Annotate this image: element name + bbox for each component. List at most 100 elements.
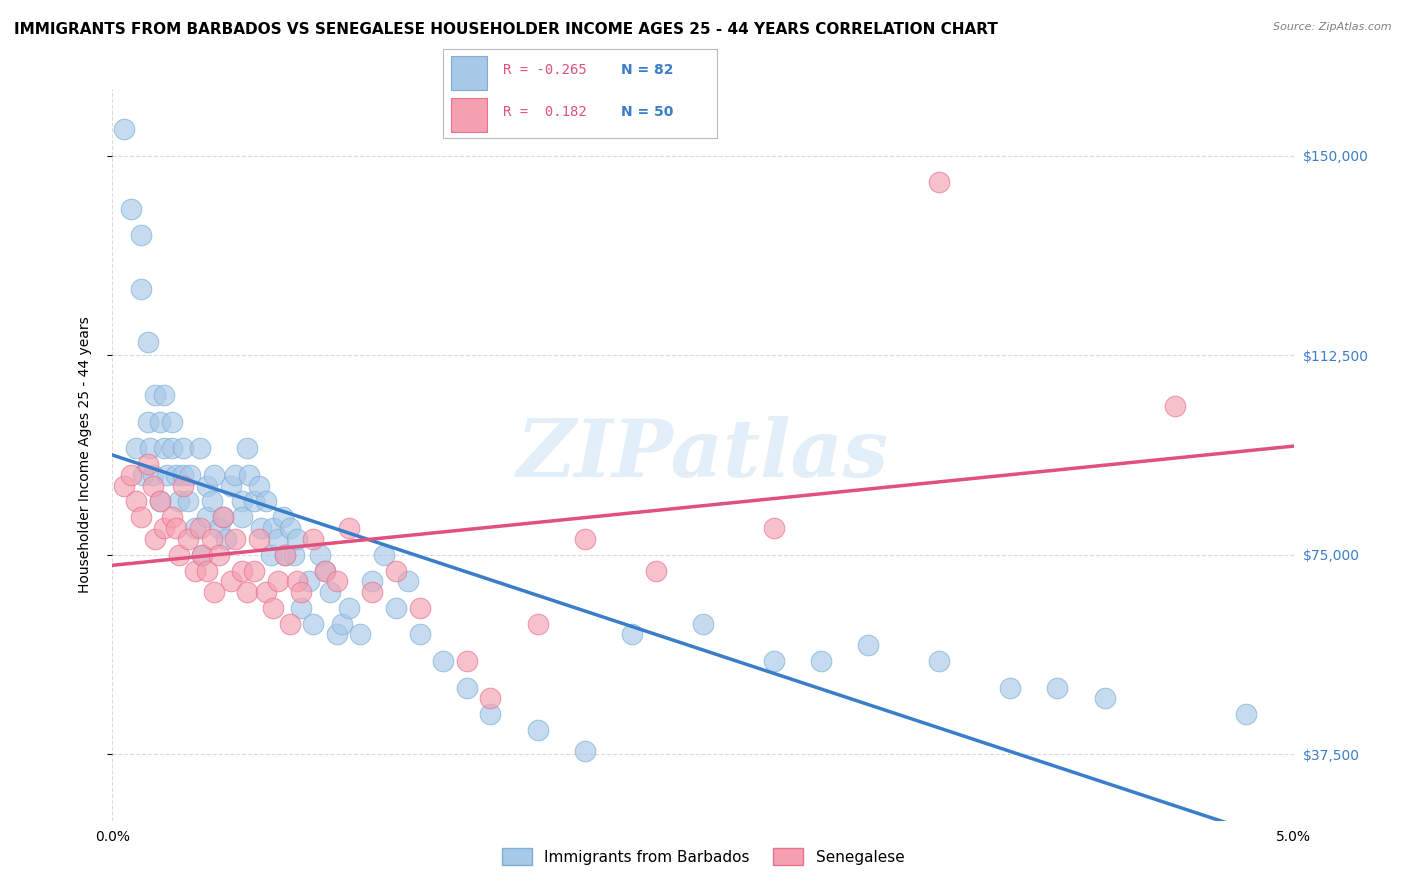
Point — [290, 585, 312, 599]
Point — [195, 510, 218, 524]
Point — [231, 510, 253, 524]
Point — [314, 564, 336, 578]
Text: N = 50: N = 50 — [621, 105, 673, 120]
Point — [143, 532, 166, 546]
Text: N = 82: N = 82 — [621, 63, 673, 78]
Point — [337, 600, 360, 615]
Point — [432, 654, 454, 668]
Point — [212, 510, 235, 524]
Point — [172, 478, 194, 492]
Point — [267, 532, 290, 546]
Point — [1164, 399, 1187, 413]
Point — [215, 532, 238, 546]
Point — [262, 521, 284, 535]
Point — [267, 574, 290, 589]
Point — [262, 600, 284, 615]
Text: R =  0.182: R = 0.182 — [503, 105, 586, 120]
Point — [385, 600, 408, 615]
Point — [201, 532, 224, 546]
Point — [149, 415, 172, 429]
Point — [238, 467, 260, 482]
Point — [396, 574, 419, 589]
Point — [361, 574, 384, 589]
Point — [326, 627, 349, 641]
FancyBboxPatch shape — [451, 56, 486, 90]
Point — [231, 494, 253, 508]
Point — [243, 564, 266, 578]
Point — [526, 723, 548, 738]
Point — [456, 654, 478, 668]
Point — [290, 600, 312, 615]
Point — [132, 467, 155, 482]
Point — [179, 467, 201, 482]
Point — [456, 681, 478, 695]
Point — [212, 510, 235, 524]
Point — [373, 548, 395, 562]
FancyBboxPatch shape — [451, 98, 486, 132]
Point — [202, 467, 225, 482]
Point — [149, 494, 172, 508]
Point — [219, 574, 242, 589]
Point — [644, 564, 666, 578]
Point — [408, 627, 430, 641]
Point — [167, 548, 190, 562]
Point — [285, 574, 308, 589]
Point — [479, 691, 502, 706]
Point — [112, 478, 135, 492]
Point — [408, 600, 430, 615]
Text: ZIPatlas: ZIPatlas — [517, 417, 889, 493]
Point — [129, 510, 152, 524]
Point — [574, 744, 596, 758]
Point — [188, 521, 211, 535]
Point — [184, 564, 207, 578]
Point — [254, 585, 277, 599]
Point — [278, 521, 301, 535]
Point — [1046, 681, 1069, 695]
Point — [160, 415, 183, 429]
Text: R = -0.265: R = -0.265 — [503, 63, 586, 78]
Point — [271, 510, 294, 524]
Point — [136, 415, 159, 429]
Point — [349, 627, 371, 641]
Point — [1094, 691, 1116, 706]
Point — [224, 467, 246, 482]
Point — [208, 548, 231, 562]
Point — [153, 521, 176, 535]
Point — [136, 457, 159, 471]
Point — [361, 585, 384, 599]
Point — [247, 532, 270, 546]
Point — [1234, 707, 1257, 722]
Point — [278, 616, 301, 631]
Point — [250, 521, 273, 535]
Point — [236, 442, 259, 456]
Point — [125, 442, 148, 456]
Point — [120, 202, 142, 216]
Point — [191, 548, 214, 562]
Point — [172, 442, 194, 456]
Point — [314, 564, 336, 578]
Point — [274, 548, 297, 562]
Point — [188, 442, 211, 456]
Point — [219, 478, 242, 492]
Point — [337, 521, 360, 535]
Point — [165, 467, 187, 482]
Point — [574, 532, 596, 546]
Point — [125, 494, 148, 508]
Point — [156, 467, 179, 482]
Point — [139, 442, 162, 456]
Point — [195, 564, 218, 578]
Point — [810, 654, 832, 668]
Point — [236, 585, 259, 599]
Point — [385, 564, 408, 578]
Point — [297, 574, 319, 589]
Point — [142, 467, 165, 482]
Y-axis label: Householder Income Ages 25 - 44 years: Householder Income Ages 25 - 44 years — [77, 317, 91, 593]
Point — [302, 532, 325, 546]
Point — [243, 494, 266, 508]
Point — [184, 521, 207, 535]
Point — [129, 228, 152, 243]
Point — [191, 548, 214, 562]
Point — [136, 334, 159, 349]
Point — [326, 574, 349, 589]
Point — [172, 467, 194, 482]
